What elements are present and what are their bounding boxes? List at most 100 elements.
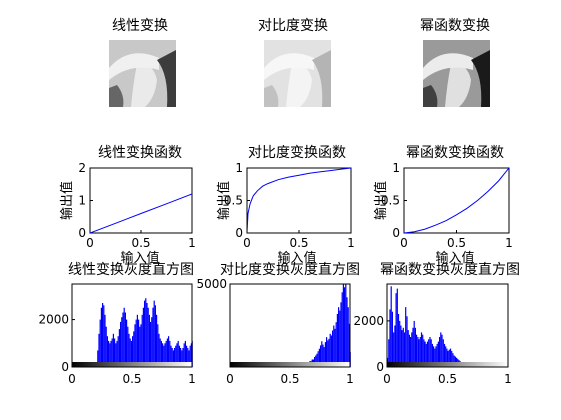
histogram-bar: [389, 309, 390, 367]
y-tick-label: 1: [392, 161, 400, 175]
histogram-bar: [421, 332, 422, 367]
histogram-bar: [120, 322, 121, 367]
y-tick-label: 5000: [196, 277, 227, 291]
histogram-bar: [398, 314, 399, 367]
histogram-title: 幂函数变换灰度直方图: [380, 261, 520, 278]
y-tick-label: 2000: [38, 313, 69, 327]
gray-colorbar: [72, 362, 192, 367]
plot-title: 线性变换函数: [98, 144, 182, 161]
histogram-bar: [345, 284, 346, 367]
histogram-bar: [145, 298, 146, 367]
histogram-bar: [126, 320, 127, 367]
histogram-bar: [152, 308, 153, 367]
x-tick-label: 1: [504, 372, 512, 386]
histogram-title: 线性变换灰度直方图: [68, 261, 194, 278]
x-tick-label: 0: [68, 372, 76, 386]
image-panel-1: 线性变换: [109, 17, 176, 107]
gray-colorbar: [387, 362, 508, 367]
y-tick-label: 2000: [353, 314, 384, 328]
y-tick-label: 0: [376, 360, 384, 374]
histogram-bar: [121, 317, 122, 367]
histogram-bar: [157, 324, 158, 367]
x-tick-label: 0: [243, 236, 251, 250]
histogram-2: 0 0.5 1 5000: [196, 277, 353, 386]
y-axis-label: 输出值: [373, 181, 389, 220]
histogram-bar: [136, 320, 137, 367]
y-tick-label: 1: [78, 194, 86, 208]
x-tick-label: 0.5: [122, 372, 141, 386]
x-tick-label: 0.5: [289, 236, 308, 250]
image-panel-2: 对比度变换: [258, 17, 331, 107]
gray-colorbar: [230, 362, 350, 367]
histogram-bar: [137, 315, 138, 367]
histogram-bar: [148, 308, 149, 367]
x-tick-label: 0: [400, 236, 408, 250]
histogram-bar: [138, 320, 139, 367]
histogram-bar: [406, 316, 407, 367]
line-plot-3: 幂函数变换函数 0 0.5 1 0 0.5 1 输入值 输出值: [373, 144, 513, 266]
histogram-bar: [338, 307, 339, 367]
histogram-bar: [146, 303, 147, 367]
histogram-bar: [337, 314, 338, 367]
plot-title: 对比度变换函数: [248, 144, 346, 161]
histogram-bar: [122, 313, 123, 368]
histogram-bar: [394, 326, 395, 368]
histogram-bar: [412, 328, 413, 367]
histogram-bar: [127, 327, 128, 367]
histogram-bar: [403, 328, 404, 367]
x-tick-label: 1: [347, 236, 355, 250]
histogram-bar: [340, 302, 341, 367]
histogram-bar: [124, 308, 125, 367]
histogram-bar: [104, 315, 105, 367]
histogram-bar: [393, 332, 394, 367]
image-title: 对比度变换: [258, 17, 328, 34]
histogram-bar: [149, 315, 150, 367]
x-tick-label: 1: [188, 372, 196, 386]
image-title: 幂函数变换: [420, 17, 490, 34]
image-title: 线性变换: [112, 17, 168, 34]
histogram-bar: [151, 317, 152, 367]
histogram-bar: [125, 313, 126, 368]
histogram-bar: [344, 287, 345, 367]
plot-title: 幂函数变换函数: [406, 144, 504, 161]
histogram-bar: [102, 303, 103, 367]
histogram-bar: [101, 308, 102, 367]
histogram-bar: [342, 292, 343, 367]
y-axis-label: 输出值: [216, 181, 232, 220]
x-tick-label: 1: [188, 236, 196, 250]
histogram-bar: [144, 301, 145, 367]
image-panel-3: 幂函数变换: [420, 17, 490, 107]
line-plot-1: 线性变换函数0 0.5 1012输入值输出值: [59, 144, 196, 266]
histogram-bar: [142, 315, 143, 367]
line-plot-2: 对比度变换函数0 0.5 100.51输入值输出值: [216, 144, 355, 266]
x-tick-label: 0.5: [131, 236, 150, 250]
histogram-bar: [414, 321, 415, 367]
histogram-bar: [155, 305, 156, 367]
y-tick-label: 2: [78, 161, 86, 175]
histogram-bar: [119, 329, 120, 367]
histogram-bar: [346, 297, 347, 367]
histogram-bar: [140, 324, 141, 367]
histogram-bar: [400, 326, 401, 368]
histogram-bar: [404, 332, 405, 367]
histogram-bar: [348, 307, 349, 367]
x-tick-label: 0: [86, 236, 94, 250]
histogram-title: 对比度变换灰度直方图: [220, 261, 360, 278]
histogram-bar: [336, 322, 337, 367]
histogram-bar: [411, 332, 412, 367]
y-tick-label: 0: [235, 226, 243, 240]
y-tick-label: 0: [78, 226, 86, 240]
x-tick-label: 0.5: [280, 372, 299, 386]
x-tick-label: 0: [383, 372, 391, 386]
histogram-bar: [415, 328, 416, 367]
y-tick-label: 0: [392, 226, 400, 240]
plot-axes: [404, 168, 509, 233]
histogram-bar: [133, 331, 134, 367]
histogram-bar: [399, 321, 400, 367]
histogram-bar: [396, 293, 397, 367]
histogram-bar: [405, 307, 406, 367]
x-tick-label: 1: [505, 236, 513, 250]
histogram-bar: [339, 311, 340, 367]
histogram-bar: [392, 312, 393, 367]
